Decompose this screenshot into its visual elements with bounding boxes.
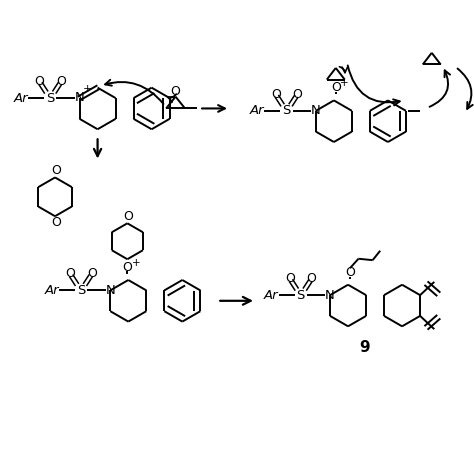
Text: N: N — [325, 289, 335, 301]
Text: Ar: Ar — [14, 91, 28, 105]
Text: O: O — [271, 88, 281, 101]
Text: +: + — [83, 84, 92, 94]
Text: Ar: Ar — [45, 284, 59, 297]
Text: +: + — [132, 257, 140, 267]
Text: O: O — [123, 210, 133, 223]
Text: Ar: Ar — [264, 289, 279, 301]
Text: N: N — [311, 104, 321, 117]
Text: N: N — [105, 284, 115, 297]
Text: S: S — [77, 284, 85, 297]
Text: S: S — [283, 104, 291, 117]
Text: O: O — [35, 75, 45, 88]
Text: O: O — [87, 267, 97, 280]
Text: O: O — [331, 81, 341, 94]
Text: O: O — [307, 272, 317, 285]
Text: O: O — [345, 266, 355, 279]
Text: N: N — [75, 91, 84, 104]
Text: S: S — [297, 289, 305, 301]
Text: O: O — [285, 272, 295, 285]
Text: S: S — [46, 91, 55, 105]
Text: O: O — [122, 261, 132, 274]
Text: O: O — [51, 164, 61, 177]
Text: 9: 9 — [359, 340, 370, 355]
Text: O: O — [292, 88, 302, 101]
Text: O: O — [171, 85, 181, 99]
Text: +: + — [339, 78, 348, 88]
Text: O: O — [65, 267, 75, 280]
Text: O: O — [56, 75, 66, 88]
Text: Ar: Ar — [250, 104, 264, 117]
Text: O: O — [51, 216, 61, 229]
